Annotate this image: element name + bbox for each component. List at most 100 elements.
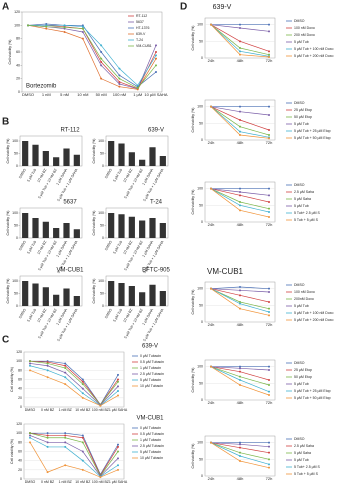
data-point (239, 40, 241, 43)
chart-title: VM-CUB1 (136, 416, 164, 422)
legend-label: 5 Tub+ 2.5 µM S (294, 211, 321, 215)
data-point (239, 460, 241, 462)
bar (159, 156, 166, 166)
legend-label: DMSO (294, 283, 305, 287)
chart-title: 639-V (213, 4, 232, 11)
y-tick-label: 100 (16, 359, 22, 363)
y-tick-label: 120 (14, 10, 20, 14)
data-point (239, 455, 241, 457)
chart-title: Bortezomib (26, 84, 57, 90)
chart-title: 639-V (142, 344, 158, 350)
data-point (239, 105, 241, 108)
x-tick-label: 5 µM Tub + 1 µM SAHA (143, 167, 165, 202)
x-tick-label: DMSO (104, 308, 113, 319)
data-point (239, 194, 241, 197)
y-tick-label: 0 (16, 164, 18, 168)
x-tick-label: DMSO (22, 92, 34, 97)
data-point (46, 434, 49, 437)
data-point (239, 289, 241, 292)
data-point (63, 31, 66, 33)
data-point (239, 134, 241, 136)
data-point (268, 311, 270, 313)
data-point (118, 85, 121, 88)
y-tick-label: 60 (18, 377, 22, 381)
data-point (100, 51, 103, 53)
data-point (268, 441, 270, 444)
legend-label: VM-CUB1 (136, 44, 152, 48)
data-point (117, 394, 119, 397)
chart-title: RT-112 (60, 128, 80, 134)
bar (128, 286, 135, 306)
x-tick-label: 24h (208, 400, 215, 405)
legend-label: 0.5 µM Tubacin (140, 360, 164, 364)
x-tick-label: 5 µM Tub + 1 µM SAHA (143, 307, 165, 342)
legend-label: 5 µM Saha (294, 451, 311, 455)
legend-label: 5 µM Tub (294, 122, 309, 126)
data-point (64, 464, 67, 467)
bar (108, 281, 115, 306)
y-tick-label: 0 (16, 236, 18, 240)
data-point (81, 25, 84, 28)
series-line (27, 24, 157, 89)
series-line (29, 360, 119, 406)
bar (53, 228, 60, 238)
data-point (239, 47, 241, 49)
series-line (29, 432, 119, 477)
bar (63, 148, 70, 166)
x-tick-label: DMSO (25, 408, 36, 412)
y-tick-label: 50 (199, 203, 203, 207)
legend-label: 5 µM Tub + 200 nM Doxo (294, 54, 334, 58)
y-tick-label: 0 (201, 56, 203, 60)
plot-frame (105, 207, 169, 239)
bar (22, 281, 29, 306)
data-point (268, 451, 270, 454)
chart-title: VM-CUB1 (207, 267, 244, 276)
y-tick-label: 100 (98, 211, 104, 215)
data-point (239, 441, 241, 444)
bar (149, 147, 156, 166)
data-point (210, 441, 212, 444)
data-point (46, 369, 49, 372)
legend-label: 10 µM Tubacin (140, 456, 163, 460)
x-tick-label: 5 µM Tub (112, 240, 123, 255)
data-point (268, 369, 270, 371)
data-point (81, 450, 84, 453)
bar (73, 154, 80, 166)
data-point (117, 380, 119, 383)
data-point (117, 457, 119, 460)
y-tick-label: 100 (197, 441, 203, 445)
data-point (268, 365, 270, 368)
y-tick-label: 0 (201, 398, 203, 402)
x-tick-label: 5 µM Tub + 1 µM SAHA (57, 167, 79, 202)
data-point (81, 392, 84, 395)
data-point (45, 27, 48, 30)
x-tick-label: 10 nM BZ (75, 408, 91, 412)
y-tick-label: 80 (16, 37, 20, 41)
x-tick-label: 5 µM Tub + 1 µM SAHA (57, 307, 79, 342)
data-point (46, 361, 49, 364)
y-tick-label: 50 (199, 457, 203, 461)
legend-label: 5 Tub + 5 µM S (294, 218, 319, 222)
data-point (210, 287, 212, 290)
legend-label: 5 µM Tub (294, 40, 309, 44)
legend-label: 2.5 µM Saha (294, 190, 314, 194)
y-axis-label: Cell viability (%) (6, 279, 10, 304)
legend-label: 5 µM Tub + 100 nM Doxo (294, 311, 334, 315)
legend-label: 2.5 µM Tubacin (140, 444, 164, 448)
series-line (29, 435, 119, 477)
data-point (268, 30, 270, 33)
data-point (239, 451, 241, 454)
data-point (81, 468, 84, 471)
x-tick-label: 72h (266, 400, 273, 405)
data-point (81, 378, 84, 381)
x-tick-label: 48h (237, 322, 244, 327)
series-line (29, 437, 119, 478)
series-line (29, 363, 119, 406)
y-axis-label: Cell viability (%) (10, 439, 14, 464)
data-point (239, 204, 241, 207)
data-point (117, 389, 119, 392)
y-tick-label: 120 (16, 422, 22, 426)
bar (73, 296, 80, 306)
bar (149, 218, 156, 238)
y-axis-label: Cell viability (%) (6, 211, 10, 236)
